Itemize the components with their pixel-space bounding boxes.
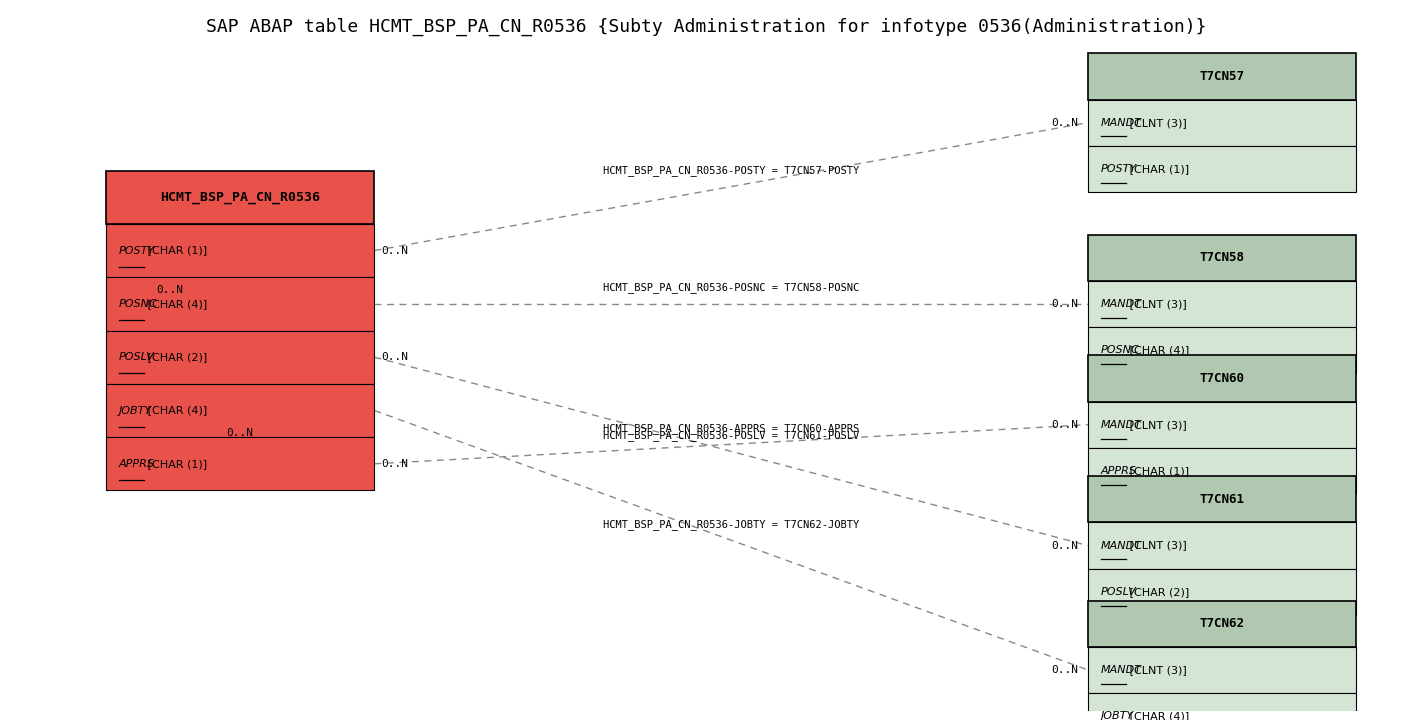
FancyBboxPatch shape <box>1088 647 1356 693</box>
Text: 0..N: 0..N <box>1051 420 1078 430</box>
Text: HCMT_BSP_PA_CN_R0536: HCMT_BSP_PA_CN_R0536 <box>160 191 321 204</box>
Text: [CHAR (4)]: [CHAR (4)] <box>144 299 208 309</box>
Text: 0..N: 0..N <box>1051 541 1078 551</box>
FancyBboxPatch shape <box>1088 53 1356 99</box>
Text: 0..N: 0..N <box>226 428 254 438</box>
Text: T7CN62: T7CN62 <box>1200 617 1245 630</box>
Text: [CHAR (2)]: [CHAR (2)] <box>144 352 208 362</box>
FancyBboxPatch shape <box>1088 569 1356 615</box>
Text: POSLV: POSLV <box>119 352 154 362</box>
Text: [CHAR (1)]: [CHAR (1)] <box>144 246 208 256</box>
Text: [CHAR (1)]: [CHAR (1)] <box>1126 164 1190 174</box>
Text: POSLV: POSLV <box>1101 587 1136 597</box>
Text: [CHAR (4)]: [CHAR (4)] <box>1126 345 1190 355</box>
FancyBboxPatch shape <box>106 384 374 437</box>
Text: 0..N: 0..N <box>382 459 408 469</box>
FancyBboxPatch shape <box>106 437 374 490</box>
Text: [CLNT (3)]: [CLNT (3)] <box>1126 117 1187 127</box>
Text: MANDT: MANDT <box>1101 299 1142 309</box>
Text: [CHAR (2)]: [CHAR (2)] <box>1126 587 1190 597</box>
Text: POSNC: POSNC <box>1101 345 1139 355</box>
FancyBboxPatch shape <box>1088 327 1356 373</box>
Text: HCMT_BSP_PA_CN_R0536-POSLV = T7CN61-POSLV: HCMT_BSP_PA_CN_R0536-POSLV = T7CN61-POSL… <box>603 430 859 441</box>
FancyBboxPatch shape <box>106 277 374 330</box>
Text: 0..N: 0..N <box>1051 665 1078 675</box>
Text: HCMT_BSP_PA_CN_R0536-APPRS = T7CN60-APPRS: HCMT_BSP_PA_CN_R0536-APPRS = T7CN60-APPR… <box>603 423 859 433</box>
FancyBboxPatch shape <box>1088 356 1356 402</box>
Text: POSTY: POSTY <box>1101 164 1137 174</box>
FancyBboxPatch shape <box>1088 99 1356 145</box>
FancyBboxPatch shape <box>1088 402 1356 448</box>
Text: 0..N: 0..N <box>157 284 184 294</box>
FancyBboxPatch shape <box>106 330 374 384</box>
Text: HCMT_BSP_PA_CN_R0536-POSNC = T7CN58-POSNC: HCMT_BSP_PA_CN_R0536-POSNC = T7CN58-POSN… <box>603 282 859 293</box>
Text: MANDT: MANDT <box>1101 420 1142 430</box>
Text: [CHAR (1)]: [CHAR (1)] <box>1126 466 1190 476</box>
Text: APPRS: APPRS <box>1101 466 1136 476</box>
FancyBboxPatch shape <box>1088 281 1356 327</box>
Text: SAP ABAP table HCMT_BSP_PA_CN_R0536 {Subty Administration for infotype 0536(Admi: SAP ABAP table HCMT_BSP_PA_CN_R0536 {Sub… <box>206 18 1207 36</box>
Text: HCMT_BSP_PA_CN_R0536-POSTY = T7CN57-POSTY: HCMT_BSP_PA_CN_R0536-POSTY = T7CN57-POST… <box>603 165 859 176</box>
FancyBboxPatch shape <box>1088 693 1356 720</box>
FancyBboxPatch shape <box>1088 235 1356 281</box>
FancyBboxPatch shape <box>1088 523 1356 569</box>
Text: [CLNT (3)]: [CLNT (3)] <box>1126 420 1187 430</box>
Text: APPRS: APPRS <box>119 459 154 469</box>
Text: [CLNT (3)]: [CLNT (3)] <box>1126 299 1187 309</box>
Text: 0..N: 0..N <box>382 352 408 362</box>
FancyBboxPatch shape <box>1088 600 1356 647</box>
Text: MANDT: MANDT <box>1101 541 1142 551</box>
Text: 0..N: 0..N <box>1051 299 1078 309</box>
Text: [CLNT (3)]: [CLNT (3)] <box>1126 541 1187 551</box>
Text: T7CN61: T7CN61 <box>1200 493 1245 506</box>
FancyBboxPatch shape <box>1088 476 1356 523</box>
FancyBboxPatch shape <box>1088 448 1356 494</box>
Text: T7CN57: T7CN57 <box>1200 70 1245 83</box>
Text: POSNC: POSNC <box>119 299 157 309</box>
Text: 0..N: 0..N <box>382 246 408 256</box>
Text: [CLNT (3)]: [CLNT (3)] <box>1126 665 1187 675</box>
Text: T7CN60: T7CN60 <box>1200 372 1245 385</box>
Text: [CHAR (1)]: [CHAR (1)] <box>144 459 208 469</box>
FancyBboxPatch shape <box>106 224 374 277</box>
Text: POSTY: POSTY <box>119 246 155 256</box>
FancyBboxPatch shape <box>106 171 374 224</box>
Text: JOBTY: JOBTY <box>1101 711 1133 720</box>
Text: T7CN58: T7CN58 <box>1200 251 1245 264</box>
Text: HCMT_BSP_PA_CN_R0536-JOBTY = T7CN62-JOBTY: HCMT_BSP_PA_CN_R0536-JOBTY = T7CN62-JOBT… <box>603 518 859 530</box>
Text: [CHAR (4)]: [CHAR (4)] <box>144 405 208 415</box>
FancyBboxPatch shape <box>1088 145 1356 192</box>
Text: MANDT: MANDT <box>1101 665 1142 675</box>
Text: 0..N: 0..N <box>1051 117 1078 127</box>
Text: [CHAR (4)]: [CHAR (4)] <box>1126 711 1190 720</box>
Text: JOBTY: JOBTY <box>119 405 151 415</box>
Text: MANDT: MANDT <box>1101 117 1142 127</box>
